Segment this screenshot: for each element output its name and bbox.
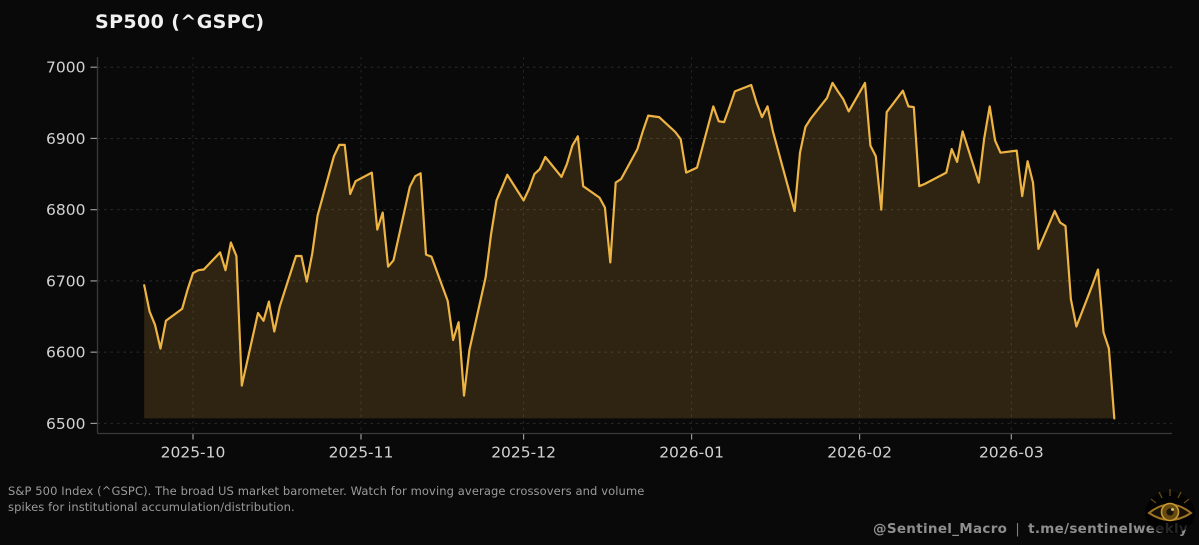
- footnote-line-1: S&P 500 Index (^GSPC). The broad US mark…: [8, 484, 645, 498]
- svg-text:2026-03: 2026-03: [979, 444, 1044, 462]
- svg-text:2025-11: 2025-11: [329, 444, 394, 462]
- footnote-line-2: spikes for institutional accumulation/di…: [8, 500, 295, 514]
- svg-text:2026-02: 2026-02: [827, 444, 892, 462]
- svg-text:2026-01: 2026-01: [659, 444, 724, 462]
- svg-text:6600: 6600: [46, 344, 85, 362]
- chart-title: SP500 (^GSPC): [95, 11, 265, 33]
- watermark: @Sentinel_Macro | t.me/sentinelweekly: [873, 521, 1188, 537]
- eye-logo-icon: [1145, 489, 1195, 534]
- svg-text:6800: 6800: [46, 201, 85, 219]
- chart-footnote: S&P 500 Index (^GSPC). The broad US mark…: [8, 483, 644, 515]
- svg-text:2025-12: 2025-12: [491, 444, 556, 462]
- watermark-handle: @Sentinel_Macro: [873, 521, 1008, 537]
- watermark-url: t.me/sentinelweekly: [1028, 521, 1188, 537]
- watermark-separator: |: [1015, 521, 1021, 537]
- svg-text:2025-10: 2025-10: [161, 444, 226, 462]
- svg-text:7000: 7000: [46, 59, 85, 77]
- svg-text:6500: 6500: [46, 415, 85, 433]
- svg-text:6700: 6700: [46, 272, 85, 290]
- svg-text:6900: 6900: [46, 130, 85, 148]
